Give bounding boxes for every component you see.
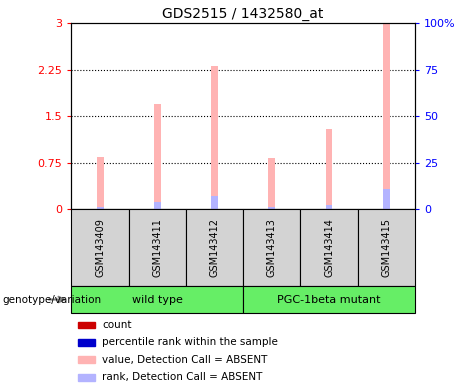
- Text: GSM143413: GSM143413: [267, 218, 277, 277]
- Bar: [383, 23, 390, 209]
- Bar: [211, 195, 218, 209]
- Bar: [325, 205, 332, 209]
- Text: GSM143411: GSM143411: [152, 218, 162, 277]
- Text: PGC-1beta mutant: PGC-1beta mutant: [277, 295, 381, 305]
- Bar: [154, 202, 161, 209]
- Bar: [383, 189, 390, 209]
- Bar: [78, 339, 95, 346]
- Bar: [186, 209, 243, 286]
- Bar: [301, 209, 358, 286]
- Title: GDS2515 / 1432580_at: GDS2515 / 1432580_at: [162, 7, 324, 21]
- Bar: [358, 209, 415, 286]
- Bar: [97, 157, 104, 209]
- Text: GSM143409: GSM143409: [95, 218, 105, 277]
- Bar: [78, 356, 95, 363]
- Bar: [268, 207, 275, 209]
- Text: percentile rank within the sample: percentile rank within the sample: [102, 337, 278, 348]
- Bar: [243, 209, 301, 286]
- Bar: [71, 209, 129, 286]
- Text: GSM143414: GSM143414: [324, 218, 334, 277]
- Text: wild type: wild type: [132, 295, 183, 305]
- Bar: [129, 209, 186, 286]
- Text: value, Detection Call = ABSENT: value, Detection Call = ABSENT: [102, 355, 268, 365]
- Text: count: count: [102, 320, 132, 330]
- Text: rank, Detection Call = ABSENT: rank, Detection Call = ABSENT: [102, 372, 263, 382]
- Bar: [268, 158, 275, 209]
- Text: genotype/variation: genotype/variation: [2, 295, 101, 305]
- Bar: [71, 286, 243, 313]
- Bar: [243, 286, 415, 313]
- Bar: [211, 66, 218, 209]
- Bar: [97, 207, 104, 209]
- Text: GSM143412: GSM143412: [210, 218, 219, 277]
- Bar: [154, 104, 161, 209]
- Bar: [325, 129, 332, 209]
- Text: GSM143415: GSM143415: [381, 218, 391, 277]
- Bar: [78, 321, 95, 328]
- Bar: [78, 374, 95, 381]
